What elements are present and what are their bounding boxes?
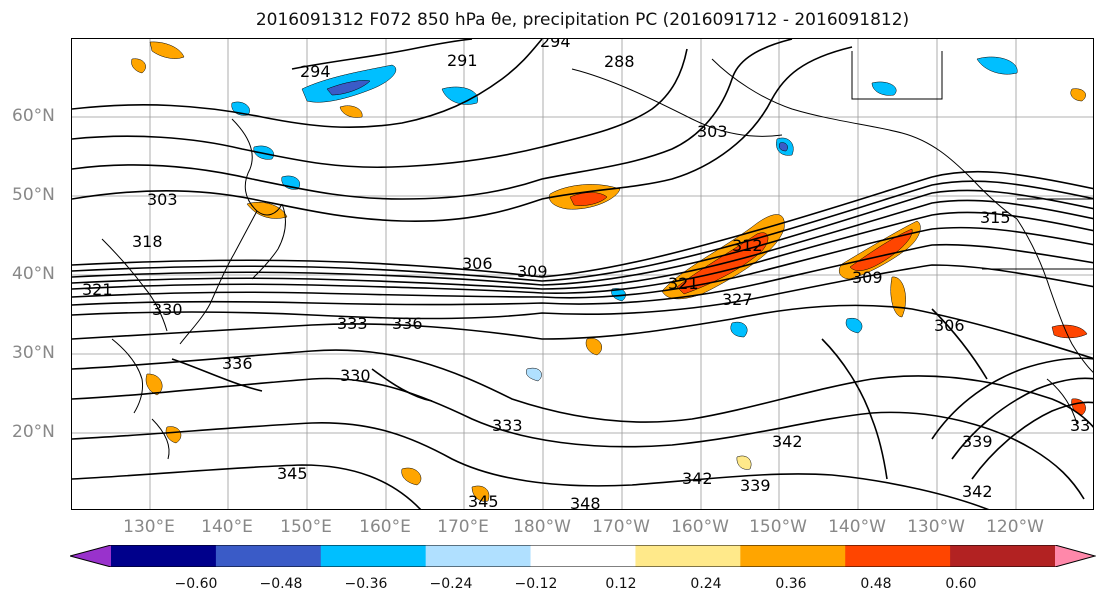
colorbar-segment [111,545,217,567]
contour-label: 294 [540,39,571,51]
contour-label: 312 [732,236,763,255]
colorbar [70,545,1096,567]
contour-label: 303 [697,122,728,141]
contour-label: 336 [392,314,423,333]
lon-label-160w: 160°W [671,517,729,537]
lon-label-140e: 140°E [201,517,253,537]
colorbar-tick: 0.12 [605,576,637,592]
contour-label: 309 [517,262,548,281]
lon-label-150w: 150°W [749,517,807,537]
lon-label-160e: 160°E [359,517,411,537]
colorbar-segment [845,545,951,567]
map-title: 2016091312 F072 850 hPa θe, precipitatio… [255,10,910,30]
lon-label-180w: 180°W [513,517,571,537]
lon-label-170w: 170°W [592,517,650,537]
theta-e-contours [72,39,1093,509]
contour-label: 342 [682,469,713,488]
contour-label: 339 [740,476,771,495]
lat-label-60n: 60°N [12,106,55,126]
contour-label: 342 [962,482,993,501]
colorbar-segment [740,545,846,567]
contour-label: 348 [570,494,601,510]
contour-label: 318 [132,232,163,251]
colorbar-segment [635,545,741,567]
lon-label-130e: 130°E [123,517,175,537]
contour-label: 288 [604,52,635,71]
contour-label: 306 [934,316,965,335]
map-canvas: 294 291 288 294 303 303 318 321 330 306 … [72,39,1093,510]
lon-label-170e: 170°E [437,517,489,537]
coastlines [101,51,1093,460]
lon-label-130w: 130°W [907,517,965,537]
lat-label-50n: 50°N [12,185,55,205]
lon-label-140w: 140°W [828,517,886,537]
contour-label: 333 [492,416,523,435]
colorbar-tick: −0.60 [174,576,218,592]
contour-label: 342 [772,432,803,451]
contour-label: 339 [962,432,993,451]
contour-label: 291 [447,51,478,70]
contour-label: 345 [468,492,499,510]
colorbar-segment [950,545,1056,567]
contour-label: 330 [340,366,371,385]
contour-label: 309 [852,268,883,287]
graticule [72,39,1093,509]
colorbar-extend-min [70,545,111,567]
colorbar-segment [530,545,636,567]
colorbar-segment [425,545,532,567]
lat-label-20n: 20°N [12,422,55,442]
contour-label: 306 [462,254,493,273]
contour-label: 321 [668,274,699,293]
contour-label: 294 [300,62,331,81]
contour-label: 333 [337,314,368,333]
colorbar-tick: −0.12 [514,576,558,592]
colorbar-segment [215,545,322,567]
lon-label-120w: 120°W [986,517,1044,537]
colorbar-tick: 0.48 [860,576,892,592]
contour-label: 345 [277,464,308,483]
colorbar-tick: −0.48 [259,576,303,592]
colorbar-extend-max [1055,545,1095,567]
colorbar-tick: 0.36 [775,576,807,592]
lat-label-40n: 40°N [12,264,55,284]
contour-label: 336 [222,354,253,373]
lon-label-150e: 150°E [280,517,332,537]
contour-label: 321 [82,280,113,299]
lat-label-30n: 30°N [12,343,55,363]
contour-label: 303 [147,190,178,209]
map-panel[interactable]: 294 291 288 294 303 303 318 321 330 306 … [71,38,1094,510]
colorbar-tick: −0.36 [344,576,388,592]
colorbar-tick: 0.24 [690,576,722,592]
contour-label: 33 [1070,416,1090,435]
contour-labels: 294 291 288 294 303 303 318 321 330 306 … [82,39,1090,510]
colorbar-segment [320,545,427,567]
contour-label: 330 [152,300,183,319]
colorbar-segments [70,545,1095,567]
colorbar-tick: 0.60 [945,576,977,592]
contour-label: 327 [722,290,753,309]
contour-label: 315 [980,208,1011,227]
colorbar-tick: −0.24 [429,576,473,592]
